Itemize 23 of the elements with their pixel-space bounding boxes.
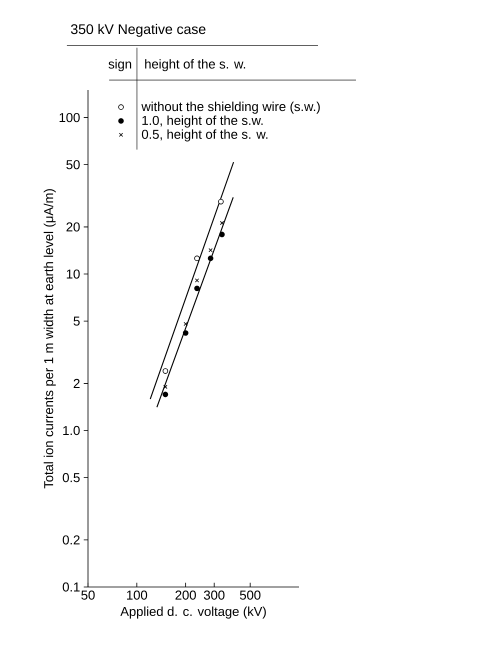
x-tick-label: 300 bbox=[204, 590, 225, 600]
legend-label: without the shielding wire (s.w.) bbox=[141, 102, 320, 114]
text: sign bbox=[108, 59, 132, 72]
y-tick-label: 50 bbox=[66, 160, 80, 170]
y-tick-label: 0.2 bbox=[62, 535, 80, 544]
x-tick-label: 200 bbox=[175, 590, 196, 600]
y-tick-label: 5 bbox=[74, 316, 80, 326]
x-tick-label: 100 bbox=[127, 590, 148, 600]
y-axis-title: Total ion currents per 1 m width at earth level (μA/m) bbox=[44, 189, 56, 488]
y-tick-label: 10 bbox=[66, 269, 80, 279]
legend-title: height of the s. w. bbox=[145, 59, 246, 72]
y-tick-label: 20 bbox=[66, 222, 80, 232]
y-tick-label: 1.0 bbox=[63, 426, 80, 436]
legend-label: 1.0, height of the s.w. bbox=[142, 116, 263, 128]
y-tick-label: 0.1 bbox=[62, 582, 80, 592]
y-tick-label: 100 bbox=[60, 112, 80, 122]
y-tick-label: 2 bbox=[74, 378, 80, 388]
y-tick-label: 0.5 bbox=[62, 473, 80, 482]
chart-title: 350 kV Negative case bbox=[70, 24, 206, 37]
x-axis-title: Applied d. c. voltage (kV) bbox=[120, 606, 266, 619]
x-tick-label: 500 bbox=[240, 590, 260, 600]
x-tick-label: 50 bbox=[81, 590, 95, 600]
legend-label: 0.5, height of the s. w. bbox=[142, 129, 268, 142]
